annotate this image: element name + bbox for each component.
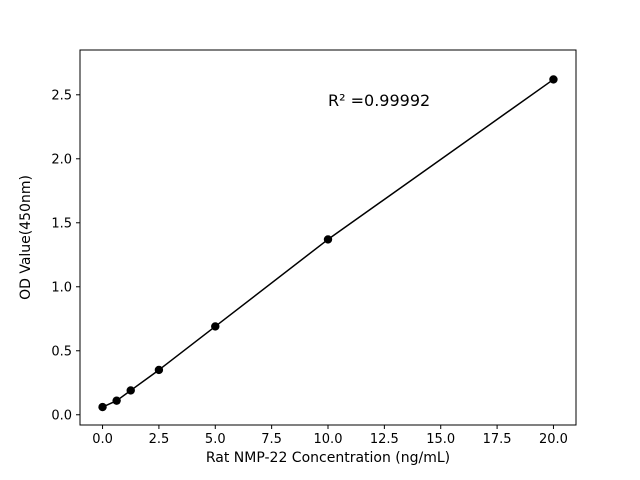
y-tick-label: 2.0 xyxy=(51,152,72,167)
x-tick-label: 10.0 xyxy=(314,432,343,447)
x-axis-label: Rat NMP-22 Concentration (ng/mL) xyxy=(206,450,450,466)
y-axis-label: OD Value(450nm) xyxy=(18,175,34,300)
data-point xyxy=(98,402,107,412)
x-tick-label: 2.5 xyxy=(149,432,170,447)
data-point xyxy=(323,235,333,244)
data-point xyxy=(211,322,220,331)
data-point xyxy=(126,386,135,395)
x-tick-label: 7.5 xyxy=(261,432,282,447)
x-tick-label: 15.0 xyxy=(426,432,455,447)
y-tick-label: 2.5 xyxy=(51,88,72,103)
data-point xyxy=(549,75,558,84)
x-tick-label: 12.5 xyxy=(370,432,399,447)
y-tick-label: 0.5 xyxy=(51,344,72,359)
x-tick-label: 17.5 xyxy=(483,432,512,447)
x-tick-label: 5.0 xyxy=(205,432,226,447)
data-point xyxy=(154,365,164,375)
x-tick-label: 0.0 xyxy=(92,432,113,447)
y-tick-label: 0.0 xyxy=(51,408,72,423)
data-point xyxy=(112,396,121,405)
x-tick-label: 20.0 xyxy=(539,432,568,447)
y-tick-label: 1.5 xyxy=(51,216,72,231)
r-squared-annotation: R² =0.99992 xyxy=(328,91,430,110)
y-tick-label: 1.0 xyxy=(51,280,72,295)
